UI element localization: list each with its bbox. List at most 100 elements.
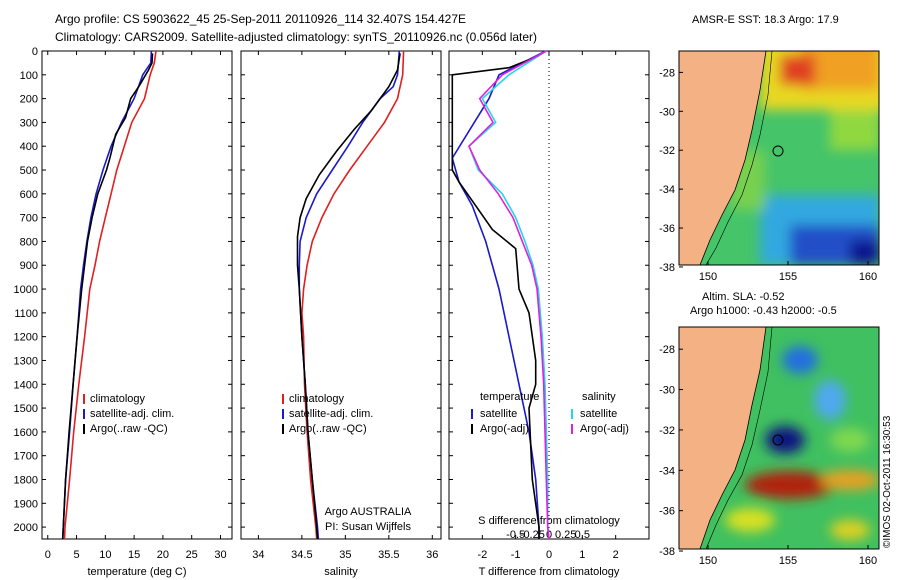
lat-tick-label: -36 <box>659 223 675 235</box>
s-tick-label: 0.25 <box>555 529 576 541</box>
y-tick-label: 0 <box>32 46 38 58</box>
series-line <box>61 53 154 540</box>
x-tick-label: -1 <box>511 549 521 561</box>
lat-tick-label: -36 <box>659 506 675 518</box>
y-tick-label: 600 <box>20 189 38 201</box>
legend-entry: climatology <box>90 393 146 405</box>
lon-tick-label: 150 <box>699 555 717 567</box>
sst-land <box>679 51 766 265</box>
y-tick-label: 700 <box>20 213 38 225</box>
y-tick-label: 2000 <box>14 522 38 534</box>
y-tick-label: 1200 <box>14 332 38 344</box>
series-line <box>468 50 550 540</box>
x-tick-label: -2 <box>477 549 487 561</box>
s-tick-label: -0.25 <box>520 529 545 541</box>
y-tick-label: 1500 <box>14 403 38 415</box>
legend-entry: satellite <box>480 408 517 420</box>
legend-entry: climatology <box>289 393 345 405</box>
plot-frame <box>41 50 233 540</box>
y-tick-label: 1800 <box>14 474 38 486</box>
lon-tick-label: 150 <box>699 271 717 283</box>
legend-entry: Argo(..raw -QC) <box>289 423 367 435</box>
y-tick-label: 900 <box>20 260 38 272</box>
sla-map-title-1: Altim. SLA: -0.52 <box>702 291 785 303</box>
y-tick-label: 400 <box>20 141 38 153</box>
lat-tick-label: -34 <box>659 184 675 196</box>
y-tick-label: 800 <box>20 236 38 248</box>
x-tick-label: 35.5 <box>378 549 399 561</box>
legend-entry: Argo(..raw -QC) <box>90 423 168 435</box>
profile-panel-1: 0100200300400500600700800900100011001200… <box>14 46 233 578</box>
lat-tick-label: -28 <box>659 67 675 79</box>
series-line <box>61 50 153 540</box>
s-tick-label: -0.5 <box>506 529 525 541</box>
x-tick-label: 5 <box>73 549 79 561</box>
y-tick-label: 300 <box>20 117 38 129</box>
x-axis-label: salinity <box>324 566 358 578</box>
argo-position-marker <box>772 145 784 157</box>
legend-heading: temperature <box>480 391 539 403</box>
y-tick-label: 100 <box>20 70 38 82</box>
lat-tick-label: -34 <box>659 465 675 477</box>
x-tick-label: 35 <box>339 549 351 561</box>
annotation: PI: Susan Wijffels <box>325 521 411 533</box>
sst-map: -28 -30 -32 -34 -36 -38 150 155 160 <box>659 50 880 283</box>
legend-entry: satellite-adj. clim. <box>90 408 174 420</box>
lat-tick-label: -32 <box>659 425 675 437</box>
x-tick-label: 36 <box>426 549 438 561</box>
annotation: Argo AUSTRALIA <box>325 506 412 518</box>
s-tick-label: 0.5 <box>575 529 590 541</box>
y-tick-label: 1300 <box>14 355 38 367</box>
lat-tick-label: -28 <box>659 344 675 356</box>
series-line <box>298 50 401 540</box>
lat-tick-label: -32 <box>659 145 675 157</box>
sla-map: -28 -30 -32 -34 -36 -38 150 155 160 <box>659 326 880 567</box>
y-tick-label: 1600 <box>14 427 38 439</box>
sla-map-title-2: Argo h1000: -0.43 h2000: -0.5 <box>690 305 837 317</box>
y-tick-label: 1700 <box>14 451 38 463</box>
series-line <box>296 53 401 540</box>
figure-title-line2: Climatology: CARS2009. Satellite-adjuste… <box>55 30 538 44</box>
lat-tick-label: -38 <box>659 546 675 558</box>
series-line <box>451 50 547 539</box>
series-line <box>468 50 550 540</box>
x-tick-label: 0 <box>45 549 51 561</box>
argo-position-marker <box>772 434 784 446</box>
sla-land <box>679 327 766 549</box>
series-line <box>451 55 540 539</box>
profile-panel-2: 34 34.5 35 35.5 36 salinity climatology satelli… <box>240 50 442 578</box>
x-tick-label: 34.5 <box>291 549 312 561</box>
figure-title-line1: Argo profile: CS 5903622_45 25-Sep-2011 … <box>55 12 466 26</box>
y-tick-label: 200 <box>20 94 38 106</box>
legend-entry: Argo(-adj) <box>580 423 629 435</box>
legend-entry: satellite-adj. clim. <box>289 408 373 420</box>
x-tick-label: 2 <box>613 549 619 561</box>
x-axis-label: temperature (deg C) <box>87 566 186 578</box>
x-tick-label: 20 <box>157 549 169 561</box>
x-axis-label: T difference from climatology <box>479 566 620 578</box>
y-tick-label: 1900 <box>14 498 38 510</box>
series-line <box>63 50 157 540</box>
y-tick-label: 1100 <box>14 308 38 320</box>
x-tick-label: 34 <box>252 549 264 561</box>
y-tick-label: 500 <box>20 165 38 177</box>
x-tick-label: 25 <box>186 549 198 561</box>
x-tick-label: 1 <box>579 549 585 561</box>
profile-panel-3: -2 -1 0 1 2 T difference from climatology -0.5… <box>448 50 650 578</box>
lon-tick-label: 160 <box>859 271 877 283</box>
plot-frame <box>240 50 442 540</box>
lon-tick-label: 155 <box>779 271 797 283</box>
lon-tick-label: 160 <box>859 555 877 567</box>
lat-tick-label: -30 <box>659 385 675 397</box>
legend-entry: satellite <box>580 408 617 420</box>
y-tick-label: 1000 <box>14 284 38 296</box>
x-tick-label: 10 <box>99 549 111 561</box>
y-tick-label: 1400 <box>14 379 38 391</box>
x-tick-label: 15 <box>128 549 140 561</box>
sst-map-title: AMSR-E SST: 18.3 Argo: 17.9 <box>692 14 839 26</box>
series-line <box>301 50 405 540</box>
lat-tick-label: -38 <box>659 262 675 274</box>
x-tick-label: 30 <box>214 549 226 561</box>
x-tick-label: 0 <box>546 549 552 561</box>
